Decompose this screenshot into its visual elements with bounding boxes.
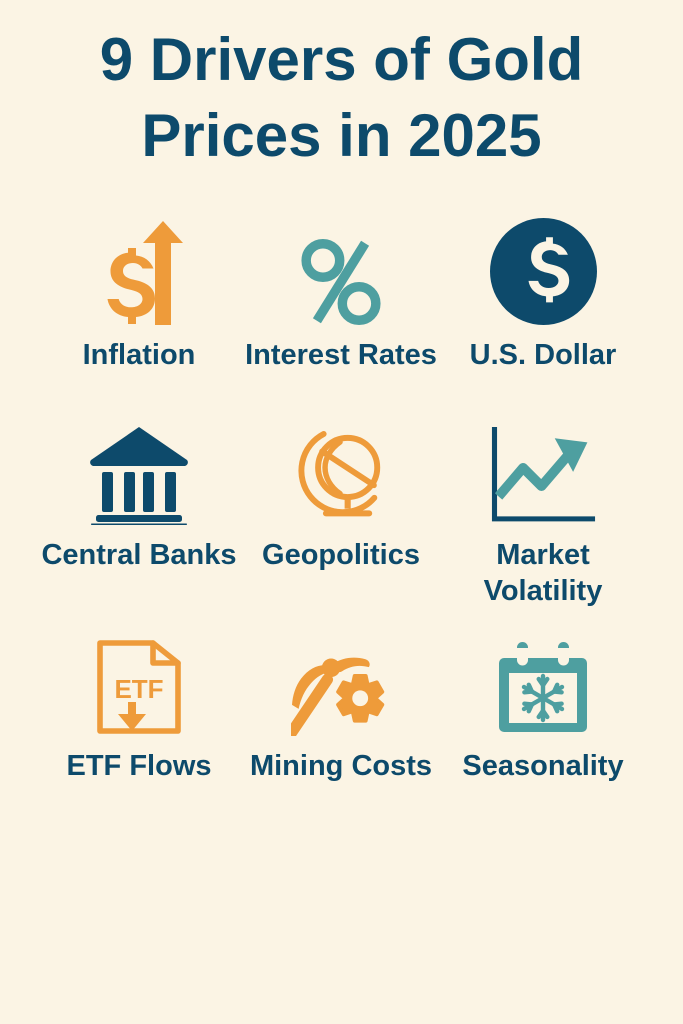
svg-text:ETF: ETF <box>114 674 163 704</box>
